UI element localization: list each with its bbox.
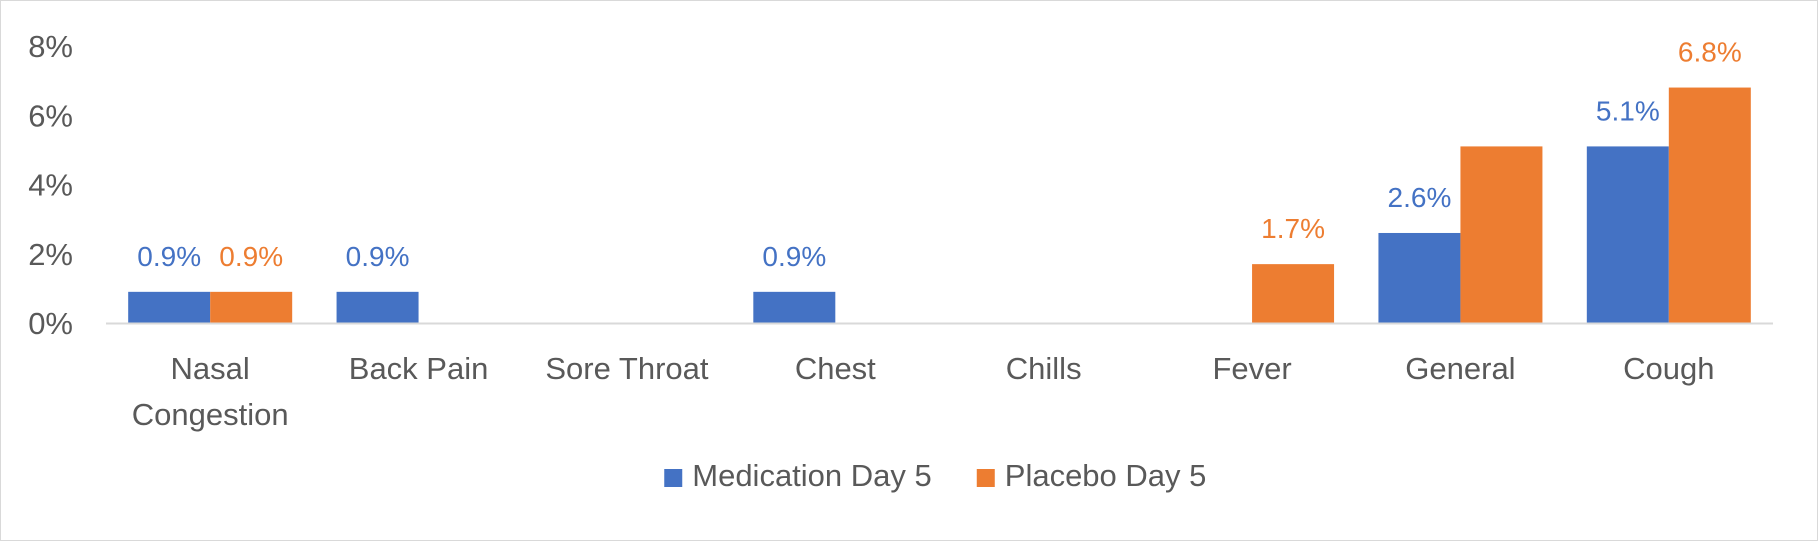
legend: Medication Day 5 Placebo Day 5 xyxy=(664,458,1206,493)
y-tick-label: 6% xyxy=(28,98,73,133)
x-tick-label-line: Back Pain xyxy=(349,351,489,386)
data-label: 5.1% xyxy=(1596,95,1660,126)
x-tick-label: General xyxy=(1405,351,1515,386)
bar-medication-day-5 xyxy=(128,291,211,323)
bar-placebo-day-5 xyxy=(1460,146,1543,323)
x-tick-label: Sore Throat xyxy=(545,351,709,386)
legend-label: Medication Day 5 xyxy=(692,458,932,493)
y-tick-label: 4% xyxy=(28,168,73,203)
legend-swatch xyxy=(664,469,683,487)
x-tick-label-line: Chills xyxy=(1006,351,1082,386)
x-tick-label-line: Congestion xyxy=(132,397,289,432)
bar-medication-day-5 xyxy=(1378,232,1461,323)
data-label: 0.9% xyxy=(219,241,283,272)
bars xyxy=(128,87,1751,323)
x-tick-label: Fever xyxy=(1212,351,1291,386)
bar-medication-day-5 xyxy=(1586,146,1669,323)
x-tick-label-line: Chest xyxy=(795,351,876,386)
y-tick-label: 8% xyxy=(28,29,73,64)
bar-medication-day-5 xyxy=(336,291,419,323)
x-tick-label-line: General xyxy=(1405,351,1515,386)
x-tick-label-line: Sore Throat xyxy=(545,351,709,386)
data-label: 0.9% xyxy=(346,241,410,272)
data-labels: 0.9% 0.9% 0.9% 0.9% 1.7% 2.6% 5.1% 6.8% xyxy=(137,37,1741,272)
x-tick-label: Cough xyxy=(1623,351,1714,386)
x-tick-label: Back Pain xyxy=(349,351,489,386)
x-tick-label: Chest xyxy=(795,351,876,386)
data-label: 0.9% xyxy=(762,241,826,272)
legend-swatch xyxy=(976,469,995,487)
legend-label: Placebo Day 5 xyxy=(1005,458,1207,493)
bar-placebo-day-5 xyxy=(1252,264,1335,323)
data-label: 1.7% xyxy=(1261,213,1325,244)
y-tick-label: 2% xyxy=(28,237,73,272)
y-tick-label: 0% xyxy=(28,306,73,341)
x-tick-label: Nasal Congestion xyxy=(132,351,289,432)
x-tick-label: Chills xyxy=(1006,351,1082,386)
data-label: 6.8% xyxy=(1678,37,1742,68)
x-tick-label-line: Fever xyxy=(1212,351,1291,386)
x-tick-label-line: Cough xyxy=(1623,351,1714,386)
data-label: 0.9% xyxy=(137,241,201,272)
bar-placebo-day-5 xyxy=(1668,87,1751,323)
y-axis: 0% 2% 4% 6% 8% xyxy=(28,29,73,341)
bar-placebo-day-5 xyxy=(210,291,293,323)
x-axis: Nasal Congestion Back Pain Sore Throat Chest… xyxy=(106,322,1773,432)
bar-medication-day-5 xyxy=(753,291,836,323)
x-tick-label-line: Nasal xyxy=(171,351,250,386)
data-label: 2.6% xyxy=(1388,182,1452,213)
